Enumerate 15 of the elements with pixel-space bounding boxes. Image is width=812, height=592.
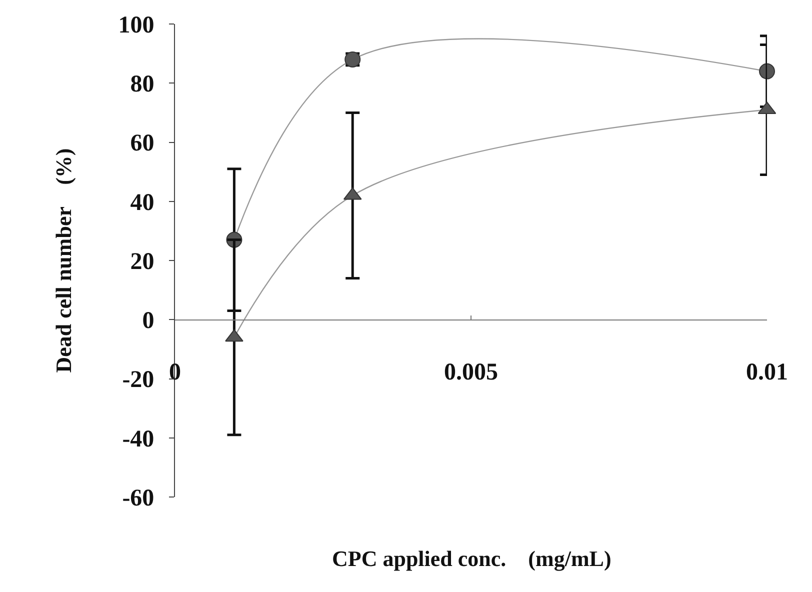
y-tick-label: 100	[118, 12, 154, 38]
y-tick-label: 40	[130, 190, 154, 216]
x-tick-label: 0.01	[746, 359, 788, 386]
y-tick-label: 0	[142, 308, 154, 334]
x-tick-label: 0.005	[444, 359, 498, 386]
y-tick-label: 80	[130, 72, 154, 98]
y-tick-label: -40	[122, 426, 154, 452]
point	[759, 63, 775, 80]
point	[225, 329, 244, 342]
y-tick-label: -60	[122, 485, 154, 512]
y-axis-title: Dead cell number (%)	[51, 148, 76, 373]
y-tick-label: 60	[130, 130, 154, 157]
x-axis-title: CPC applied conc. (mg/mL)	[332, 546, 612, 571]
y-tick-label: -20	[122, 367, 154, 394]
y-tick-label: 20	[130, 248, 154, 275]
